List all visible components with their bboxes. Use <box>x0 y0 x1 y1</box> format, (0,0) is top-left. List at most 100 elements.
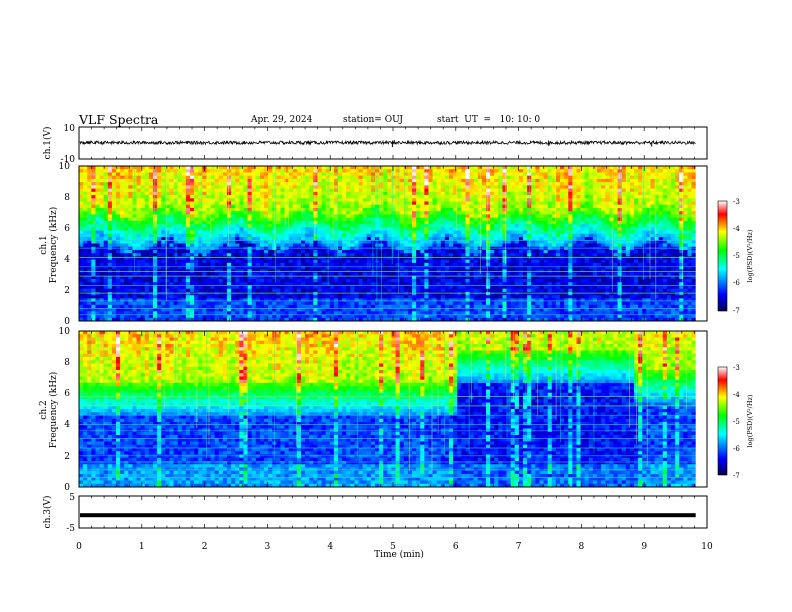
spectrogram-cell <box>630 176 635 180</box>
spectrogram-cell <box>342 211 347 215</box>
spectrogram-cell <box>231 253 236 257</box>
spectrogram-cell <box>535 221 540 225</box>
spectrogram-cell <box>309 250 314 254</box>
spectrogram-cell <box>667 227 672 231</box>
spectrogram-cell <box>309 172 314 176</box>
spectrogram-cell <box>227 234 232 238</box>
spectrogram-cell <box>157 189 162 193</box>
spectrogram-cell <box>383 185 388 189</box>
spectrogram-cell <box>396 224 401 228</box>
spectrogram-cell <box>297 172 302 176</box>
spectrogram-cell <box>634 179 639 183</box>
spectrogram-cell <box>190 244 195 248</box>
spectrogram-cell <box>490 247 495 251</box>
spectrogram-cell <box>416 247 421 251</box>
spectrogram-cell <box>87 176 92 180</box>
spectrogram-cell <box>449 231 454 235</box>
spectrogram-cell <box>186 208 191 212</box>
spectrogram-cell <box>507 195 512 199</box>
spectrogram-cell <box>219 205 224 209</box>
spectrogram-cell <box>613 192 618 196</box>
spectrogram-cell <box>223 244 228 248</box>
spectrogram-cell <box>116 179 121 183</box>
spectrogram-cell <box>243 179 248 183</box>
spectrogram-cell <box>285 234 290 238</box>
spectrogram-cell <box>544 166 549 170</box>
spectrogram-cell <box>576 263 581 267</box>
spectrogram-cell <box>552 250 557 254</box>
spectrogram-cell <box>556 263 561 267</box>
spectrogram-cell <box>437 205 442 209</box>
spectrogram-cell <box>470 172 475 176</box>
spectrogram-cell <box>95 176 100 180</box>
spectrogram-cell <box>354 172 359 176</box>
spectrogram-cell <box>289 218 294 222</box>
spectrogram-cell <box>465 260 470 264</box>
spectrogram-cell <box>486 224 491 228</box>
spectrogram-cell <box>457 263 462 267</box>
spectrogram-cell <box>638 176 643 180</box>
spectrogram-cell <box>519 179 524 183</box>
spectrogram-cell <box>137 253 142 257</box>
spectrogram-cell <box>227 231 232 235</box>
spectrogram-cell <box>494 208 499 212</box>
spectrogram-cell <box>490 192 495 196</box>
spectrogram-cell <box>120 202 125 206</box>
spectrogram-cell <box>486 195 491 199</box>
spectrogram-cell <box>601 240 606 244</box>
spectrogram-cell <box>293 247 298 251</box>
spectrogram-cell <box>568 179 573 183</box>
spectrogram-cell <box>338 198 343 202</box>
spectrogram-cell <box>424 185 429 189</box>
spectrogram-cell <box>227 227 232 231</box>
spectrogram-cell <box>420 195 425 199</box>
spectrogram-cell <box>276 240 281 244</box>
spectrogram-cell <box>572 231 577 235</box>
spectrogram-cell <box>679 253 684 257</box>
spectrogram-cell <box>396 189 401 193</box>
spectrogram-cell <box>692 195 697 199</box>
spectrogram-cell <box>79 218 84 222</box>
spectrogram-cell <box>502 185 507 189</box>
spectrogram-cell <box>630 231 635 235</box>
spectrogram-cell <box>655 172 660 176</box>
spectrogram-cell <box>359 247 364 251</box>
spectrogram-cell <box>535 202 540 206</box>
spectrogram-cell <box>252 260 257 264</box>
spectrogram-cell <box>194 179 199 183</box>
spectrogram-cell <box>572 202 577 206</box>
spectrogram-cell <box>457 205 462 209</box>
spectrogram-cell <box>482 224 487 228</box>
spectrogram-cell <box>264 202 269 206</box>
spectrogram-cell <box>149 227 154 231</box>
spectrogram-cell <box>272 263 277 267</box>
spectrogram-cell <box>149 205 154 209</box>
spectrogram-cell <box>531 185 536 189</box>
spectrogram-cell <box>305 244 310 248</box>
spectrogram-cell <box>83 224 88 228</box>
spectrogram-cell <box>342 202 347 206</box>
spectrogram-cell <box>190 179 195 183</box>
spectrogram-cell <box>330 202 335 206</box>
spectrogram-cell <box>206 247 211 251</box>
spectrogram-cell <box>474 179 479 183</box>
spectrogram-cell <box>470 234 475 238</box>
spectrogram-cell <box>260 260 265 264</box>
spectrogram-cell <box>359 189 364 193</box>
spectrogram-cell <box>338 247 343 251</box>
spectrogram-cell <box>141 253 146 257</box>
spectrogram-cell <box>412 202 417 206</box>
spectrogram-cell <box>79 253 84 257</box>
spectrogram-cell <box>642 244 647 248</box>
spectrogram-cell <box>437 256 442 260</box>
spectrogram-cell <box>465 189 470 193</box>
spectrogram-cell <box>687 208 692 212</box>
spectrogram-cell <box>276 202 281 206</box>
spectrogram-cell <box>667 263 672 267</box>
spectrogram-cell <box>87 192 92 196</box>
spectrogram-cell <box>564 169 569 173</box>
spectrogram-cell <box>145 169 150 173</box>
spectrogram-cell <box>169 231 174 235</box>
spectrogram-cell <box>289 244 294 248</box>
spectrogram-cell <box>137 256 142 260</box>
